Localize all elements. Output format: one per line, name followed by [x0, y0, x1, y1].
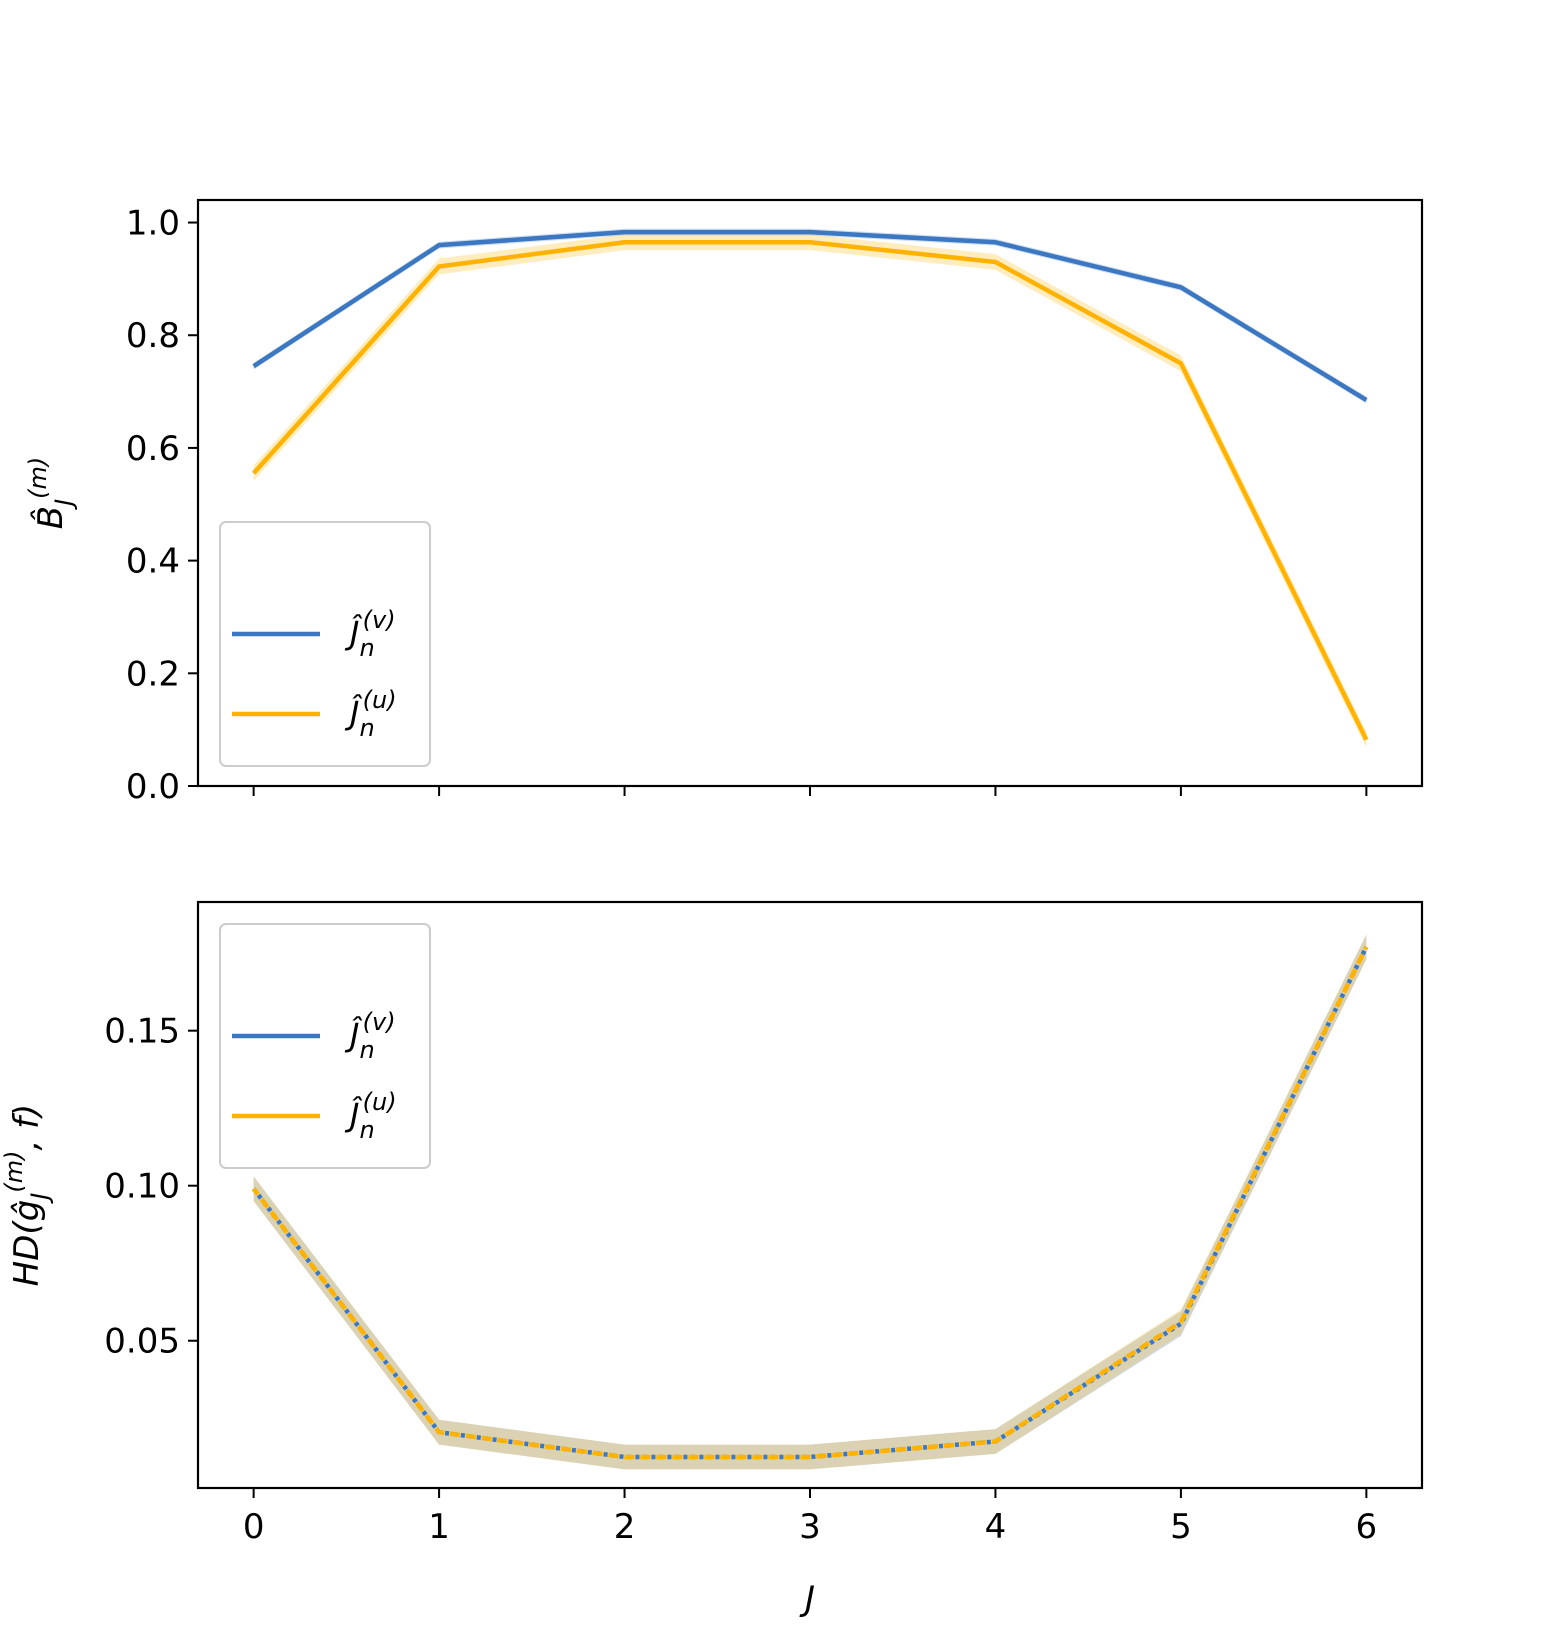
x-tick-label: 3 [799, 1507, 821, 1547]
series-line [251, 945, 1369, 1460]
bottom-y-axis-label: HD(ĝJ(m), f) [0, 1104, 54, 1287]
top-ylabel-sub: J [50, 499, 78, 510]
top-ylabel-base: B̂ [30, 506, 71, 529]
y-tick-label: 0.6 [126, 429, 180, 469]
y-tick-label: 0.0 [126, 767, 180, 807]
bottom-ylabel-sup: (m) [0, 1151, 28, 1193]
y-tick-label: 0.05 [104, 1322, 180, 1362]
series-line [252, 229, 1368, 402]
y-tick-label: 0.2 [126, 654, 180, 694]
top-legend: Ĵn(v)Ĵn(u) [219, 521, 431, 767]
y-tick-label: 0.4 [126, 542, 180, 582]
y-tick-label: 0.15 [104, 1012, 180, 1052]
bottom-ylabel-tail: , f) [7, 1104, 47, 1151]
x-tick-label: 0 [243, 1507, 265, 1547]
bottom-legend: Ĵn(v)Ĵn(u) [219, 923, 431, 1169]
x-tick-label: 1 [428, 1507, 450, 1547]
x-tick-label: 2 [614, 1507, 636, 1547]
legend-label: Ĵn(v) [344, 606, 396, 662]
top-legend-box [219, 521, 431, 767]
top-y-axis-label: B̂J(m) [24, 457, 78, 530]
bottom-ylabel-sub: J [26, 1193, 54, 1204]
y-tick-label: 0.8 [126, 316, 180, 356]
bottom-legend-box [219, 923, 431, 1169]
series-line [251, 240, 1369, 741]
x-tick-label: 4 [985, 1507, 1007, 1547]
bottom-ylabel-hd: HD(ĝ [7, 1200, 47, 1287]
y-tick-label: 1.0 [126, 204, 180, 244]
bottom-x-axis-label: J [799, 1579, 815, 1619]
x-tick-label: 5 [1170, 1507, 1192, 1547]
top-ylabel-sup: (m) [24, 457, 52, 499]
top-panel: 0.0 0.2 0.4 0.6 0.8 1.0 B̂J(m) Ĵn(v)Ĵn(u) [24, 198, 1424, 807]
y-tick-label: 0.10 [104, 1167, 180, 1207]
x-tick-label: 6 [1356, 1507, 1378, 1547]
